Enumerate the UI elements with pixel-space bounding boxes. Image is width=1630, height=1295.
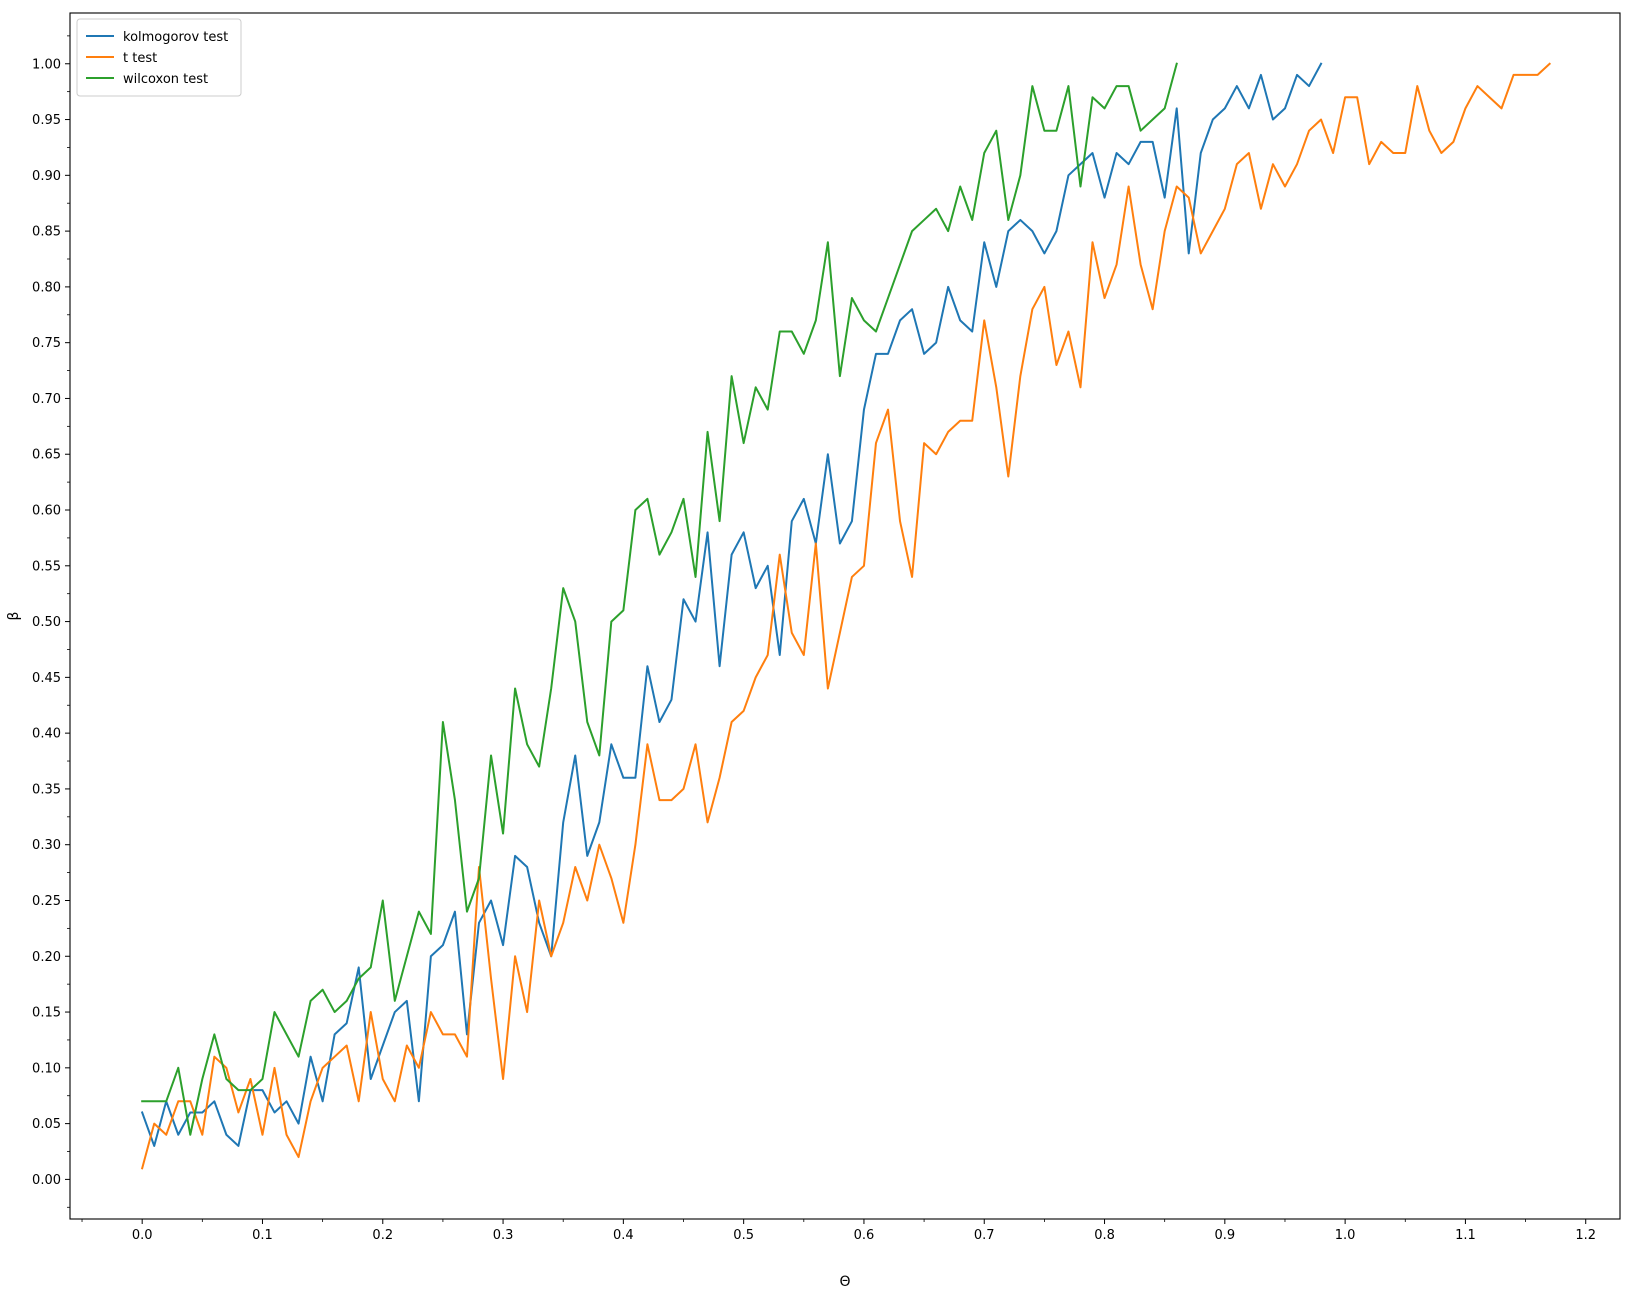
y-tick-label: 0.65 (32, 448, 61, 463)
x-tick-label: 0.3 (493, 1228, 514, 1243)
legend-label: wilcoxon test (123, 72, 208, 87)
y-tick-label: 0.90 (32, 169, 61, 184)
y-tick-label: 0.85 (32, 225, 61, 240)
x-tick-label: 1.1 (1455, 1228, 1476, 1243)
x-tick-label: 0.8 (1094, 1228, 1115, 1243)
x-tick-label: 1.0 (1335, 1228, 1356, 1243)
y-tick-label: 0.05 (32, 1117, 61, 1132)
x-axis-label: Θ (839, 1274, 850, 1290)
series-layer (140, 62, 1552, 1170)
x-tick-label: 0.9 (1214, 1228, 1235, 1243)
y-tick-label: 0.40 (32, 727, 61, 742)
x-tick-label: 0.2 (372, 1228, 393, 1243)
series-line-kolmogorov-test (140, 62, 1323, 1147)
y-tick-label: 0.00 (32, 1173, 61, 1188)
y-tick-label: 0.20 (32, 950, 61, 965)
y-tick-label: 0.80 (32, 280, 61, 295)
y-tick-label: 0.35 (32, 782, 61, 797)
x-axis-ticks: 0.0 0.1 0.2 0.3 0.4 0.5 0.6 0.7 0.8 0.9 1.0 1.1 1.2 (81, 1219, 1596, 1243)
y-tick-label: 0.45 (32, 671, 61, 686)
y-tick-label: 0.55 (32, 559, 61, 574)
y-tick-label: 0.30 (32, 838, 61, 853)
y-tick-label: 0.70 (32, 392, 61, 407)
y-tick-label: 0.95 (32, 113, 61, 128)
legend: kolmogorov test t test wilcoxon test (76, 18, 242, 97)
x-tick-label: 0.0 (132, 1228, 153, 1243)
y-axis-ticks: 0.00 0.05 0.10 0.15 0.20 0.25 0.30 0.35 0.40 0.45… (32, 35, 70, 1208)
x-tick-label: 0.5 (733, 1228, 754, 1243)
legend-box (76, 18, 242, 97)
legend-label: kolmogorov test (123, 30, 228, 45)
plot-area-frame (69, 12, 1621, 1220)
y-axis-label: β (6, 612, 22, 621)
y-tick-label: 0.10 (32, 1061, 61, 1076)
x-tick-label: 1.2 (1575, 1228, 1596, 1243)
y-tick-label: 0.75 (32, 336, 61, 351)
legend-label: t test (123, 51, 157, 66)
series-line-t-test (140, 62, 1552, 1170)
y-tick-label: 0.50 (32, 615, 61, 630)
x-tick-label: 0.1 (252, 1228, 273, 1243)
y-tick-label: 0.25 (32, 894, 61, 909)
y-tick-label: 0.60 (32, 504, 61, 519)
x-tick-label: 0.7 (974, 1228, 995, 1243)
x-tick-label: 0.6 (854, 1228, 875, 1243)
y-tick-label: 0.15 (32, 1006, 61, 1021)
x-tick-label: 0.4 (613, 1228, 634, 1243)
y-tick-label: 1.00 (32, 57, 61, 72)
series-line-wilcoxon-test (141, 62, 1178, 1136)
